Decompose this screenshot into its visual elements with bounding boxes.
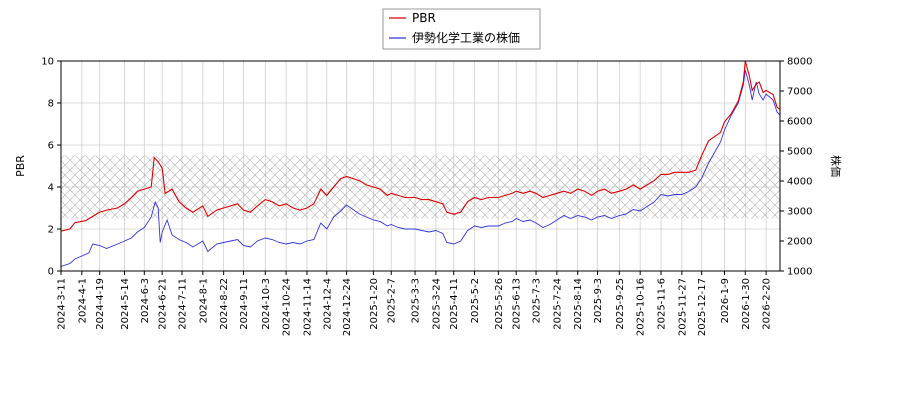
left-tick-label: 8 [48, 99, 54, 110]
x-tick-label: 2025-3-3 [411, 278, 422, 323]
plot-frame [60, 60, 781, 272]
x-tick-label: 2025-8-14 [573, 278, 584, 330]
x-tick-label: 2024-5-14 [120, 278, 131, 330]
right-axis: 1000 2000 3000 4000 5000 6000 7000 8000 [780, 57, 812, 278]
x-tick-label: 2024-8-1 [198, 278, 209, 323]
x-tick-label: 2024-11-14 [302, 278, 313, 336]
x-tick-label: 2025-11-27 [677, 278, 688, 336]
x-tick-label: 2025-5-26 [494, 278, 505, 330]
x-tick-label: 2024-6-3 [140, 278, 151, 323]
x-tick-label: 2024-3-11 [57, 278, 68, 330]
x-tick-label: 2024-9-11 [239, 278, 250, 330]
right-tick-label: 8000 [787, 57, 812, 68]
x-tick-label: 2024-4-1 [77, 278, 88, 323]
left-axis-title: PBR [14, 155, 27, 177]
right-axis-title: 株価 [829, 155, 843, 177]
right-tick-label: 1000 [787, 267, 812, 278]
legend-box [382, 8, 541, 50]
x-tick-label: 2025-6-13 [512, 278, 523, 330]
x-tick-label: 2025-9-25 [615, 278, 626, 330]
x-tick-label: 2026-2-20 [762, 278, 773, 330]
x-tick-label: 2024-10-24 [282, 278, 293, 336]
x-tick-label: 2025-1-20 [369, 278, 380, 330]
left-tick-label: 6 [48, 141, 54, 152]
series-line-pbr [61, 61, 780, 232]
x-tick-label: 2026-1-9 [720, 278, 731, 323]
right-tick-label: 4000 [787, 177, 812, 188]
x-tick-label: 2025-2-7 [387, 278, 398, 323]
x-tick-label: 2024-10-3 [261, 278, 272, 330]
left-tick-label: 10 [41, 57, 54, 68]
right-tick-label: 5000 [787, 147, 812, 158]
left-axis: 0 2 4 6 8 10 [41, 57, 61, 278]
x-tick-label: 2025-10-16 [636, 278, 647, 336]
x-tick-label: 2025-11-6 [656, 278, 667, 330]
x-tick-label: 2026-1-30 [741, 278, 752, 330]
left-tick-label: 0 [48, 267, 54, 278]
series-line-stock-price [61, 69, 780, 267]
left-tick-label: 2 [48, 225, 54, 236]
x-tick-label: 2024-8-22 [219, 278, 230, 330]
x-tick-label: 2025-12-17 [697, 278, 708, 336]
x-tick-label: 2024-12-24 [342, 278, 353, 336]
x-tick-label: 2025-4-11 [449, 278, 460, 330]
right-tick-label: 6000 [787, 117, 812, 128]
x-tick-label: 2024-12-4 [322, 278, 333, 330]
legend-label-stock-price: 伊勢化学工業の株価 [412, 30, 520, 45]
x-tick-label: 2025-7-3 [532, 278, 543, 323]
right-tick-label: 7000 [787, 87, 812, 98]
legend-label-pbr: PBR [412, 11, 436, 25]
x-tick-label: 2025-3-24 [431, 278, 442, 330]
x-tick-label: 2024-4-19 [95, 278, 106, 330]
x-tick-label: 2024-6-21 [158, 278, 169, 330]
hatched-band [61, 155, 780, 219]
x-tick-label: 2024-7-11 [177, 278, 188, 330]
right-tick-label: 2000 [787, 237, 812, 248]
legend: PBR 伊勢化学工業の株価 [382, 8, 541, 50]
x-axis: 2024-3-11 2024-4-1 2024-4-19 2024-5-14 2024-… [57, 271, 773, 336]
left-tick-label: 4 [48, 183, 54, 194]
right-tick-label: 3000 [787, 207, 812, 218]
x-tick-label: 2025-5-2 [470, 278, 481, 323]
x-tick-label: 2025-9-3 [593, 278, 604, 323]
x-tick-label: 2025-7-24 [552, 278, 563, 330]
